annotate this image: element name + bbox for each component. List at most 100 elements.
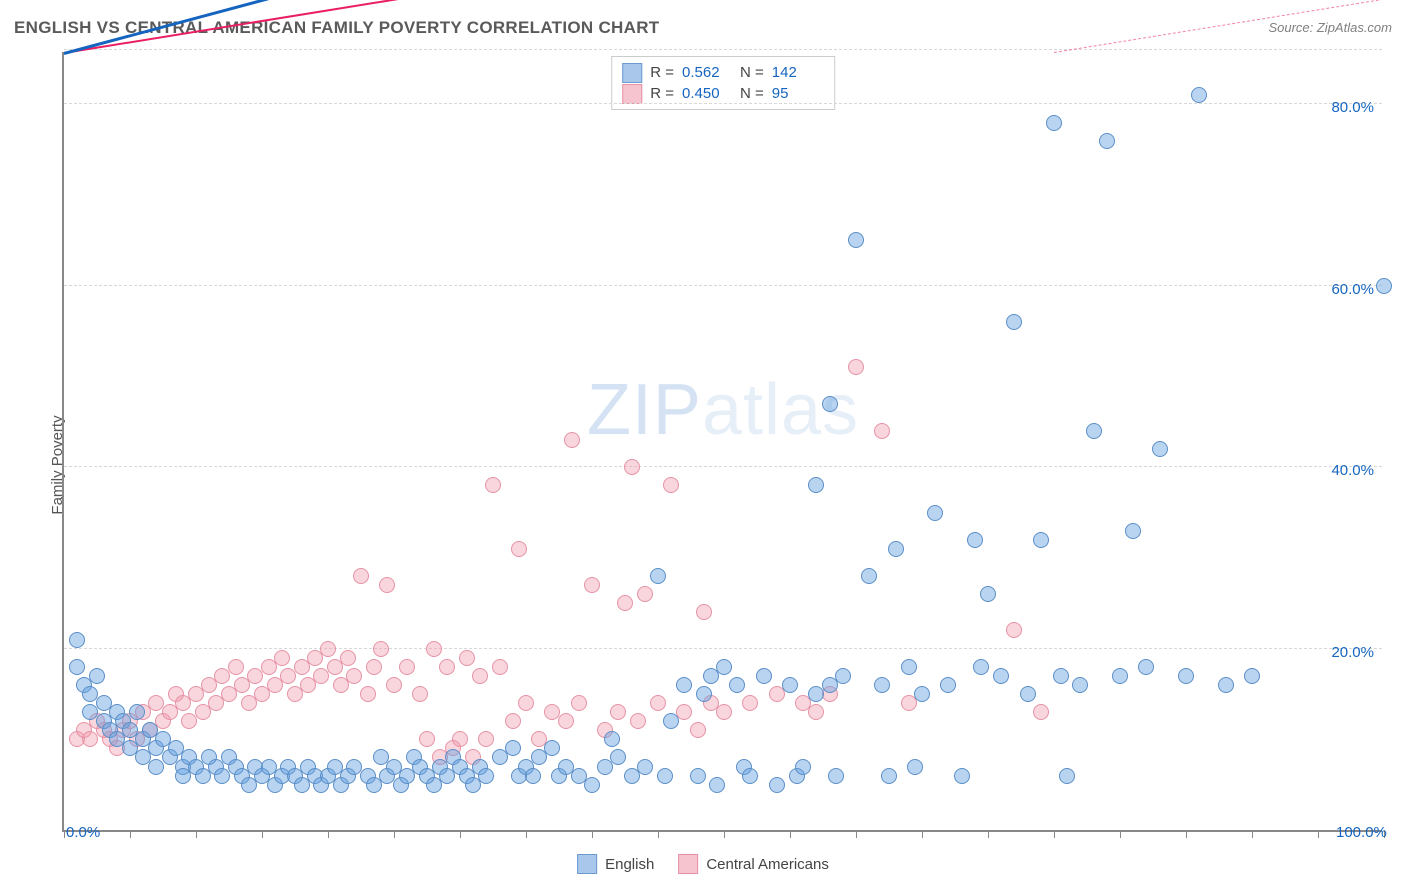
x-tick — [856, 830, 857, 838]
x-tick — [790, 830, 791, 838]
x-tick — [658, 830, 659, 838]
data-point-english — [610, 749, 626, 765]
data-point-central — [874, 423, 890, 439]
data-point-central — [366, 659, 382, 675]
x-tick — [130, 830, 131, 838]
data-point-english — [881, 768, 897, 784]
data-point-english — [650, 568, 666, 584]
data-point-central — [360, 686, 376, 702]
n-value-central: 95 — [772, 83, 822, 104]
data-point-central — [353, 568, 369, 584]
data-point-central — [624, 459, 640, 475]
data-point-english — [584, 777, 600, 793]
data-point-central — [663, 477, 679, 493]
x-tick-label: 100.0% — [1336, 824, 1387, 841]
data-point-english — [782, 677, 798, 693]
swatch-english — [622, 63, 642, 83]
data-point-english — [604, 731, 620, 747]
data-point-english — [69, 659, 85, 675]
data-point-central — [742, 695, 758, 711]
r-label: R = — [650, 62, 674, 83]
data-point-central — [564, 432, 580, 448]
y-tick-label: 20.0% — [1331, 644, 1374, 661]
data-point-english — [973, 659, 989, 675]
data-point-english — [874, 677, 890, 693]
legend-label-central: Central Americans — [706, 856, 829, 873]
gridline-h — [64, 49, 1382, 50]
data-point-central — [478, 731, 494, 747]
plot-area: ZIPatlas R = 0.562 N = 142 R = 0.450 N =… — [62, 52, 1382, 832]
x-tick — [1318, 830, 1319, 838]
chart-title: ENGLISH VS CENTRAL AMERICAN FAMILY POVER… — [14, 18, 659, 37]
chart-header: ENGLISH VS CENTRAL AMERICAN FAMILY POVER… — [14, 18, 1392, 46]
data-point-english — [663, 713, 679, 729]
data-point-central — [452, 731, 468, 747]
data-point-central — [584, 577, 600, 593]
x-tick — [262, 830, 263, 838]
data-point-english — [505, 740, 521, 756]
r-label: R = — [650, 83, 674, 104]
swatch-central — [622, 84, 642, 104]
data-point-english — [993, 668, 1009, 684]
data-point-english — [822, 396, 838, 412]
legend-label-english: English — [605, 856, 654, 873]
x-tick — [1186, 830, 1187, 838]
x-tick — [1054, 830, 1055, 838]
r-value-central: 0.450 — [682, 83, 732, 104]
x-tick — [394, 830, 395, 838]
x-tick — [196, 830, 197, 838]
data-point-english — [1152, 441, 1168, 457]
data-point-central — [340, 650, 356, 666]
gridline-h — [64, 648, 1382, 649]
data-point-english — [696, 686, 712, 702]
data-point-english — [1138, 659, 1154, 675]
data-point-central — [439, 659, 455, 675]
data-point-central — [696, 604, 712, 620]
data-point-central — [690, 722, 706, 738]
x-tick — [1252, 830, 1253, 838]
data-point-central — [505, 713, 521, 729]
data-point-english — [808, 477, 824, 493]
data-point-english — [729, 677, 745, 693]
data-point-english — [901, 659, 917, 675]
data-point-central — [511, 541, 527, 557]
legend-stats-row-english: R = 0.562 N = 142 — [622, 62, 822, 83]
data-point-central — [558, 713, 574, 729]
watermark: ZIPatlas — [587, 369, 859, 451]
data-point-english — [980, 586, 996, 602]
data-point-english — [1125, 523, 1141, 539]
data-point-english — [478, 768, 494, 784]
data-point-english — [544, 740, 560, 756]
data-point-english — [927, 505, 943, 521]
x-tick — [526, 830, 527, 838]
data-point-english — [795, 759, 811, 775]
x-tick-label: 0.0% — [66, 824, 100, 841]
data-point-central — [274, 650, 290, 666]
data-point-central — [346, 668, 362, 684]
data-point-english — [756, 668, 772, 684]
data-point-english — [657, 768, 673, 784]
legend-item-english: English — [577, 854, 654, 874]
data-point-english — [940, 677, 956, 693]
data-point-english — [690, 768, 706, 784]
data-point-english — [907, 759, 923, 775]
data-point-english — [1218, 677, 1234, 693]
data-point-english — [89, 668, 105, 684]
data-point-central — [399, 659, 415, 675]
x-tick — [724, 830, 725, 838]
legend-item-central: Central Americans — [678, 854, 829, 874]
data-point-central — [650, 695, 666, 711]
data-point-english — [888, 541, 904, 557]
data-point-english — [1072, 677, 1088, 693]
data-point-central — [459, 650, 475, 666]
y-tick-label: 60.0% — [1331, 281, 1374, 298]
data-point-central — [716, 704, 732, 720]
data-point-english — [1099, 133, 1115, 149]
x-tick — [328, 830, 329, 838]
data-point-english — [742, 768, 758, 784]
data-point-english — [69, 632, 85, 648]
y-tick-label: 80.0% — [1331, 99, 1374, 116]
data-point-english — [129, 704, 145, 720]
data-point-central — [630, 713, 646, 729]
data-point-central — [412, 686, 428, 702]
